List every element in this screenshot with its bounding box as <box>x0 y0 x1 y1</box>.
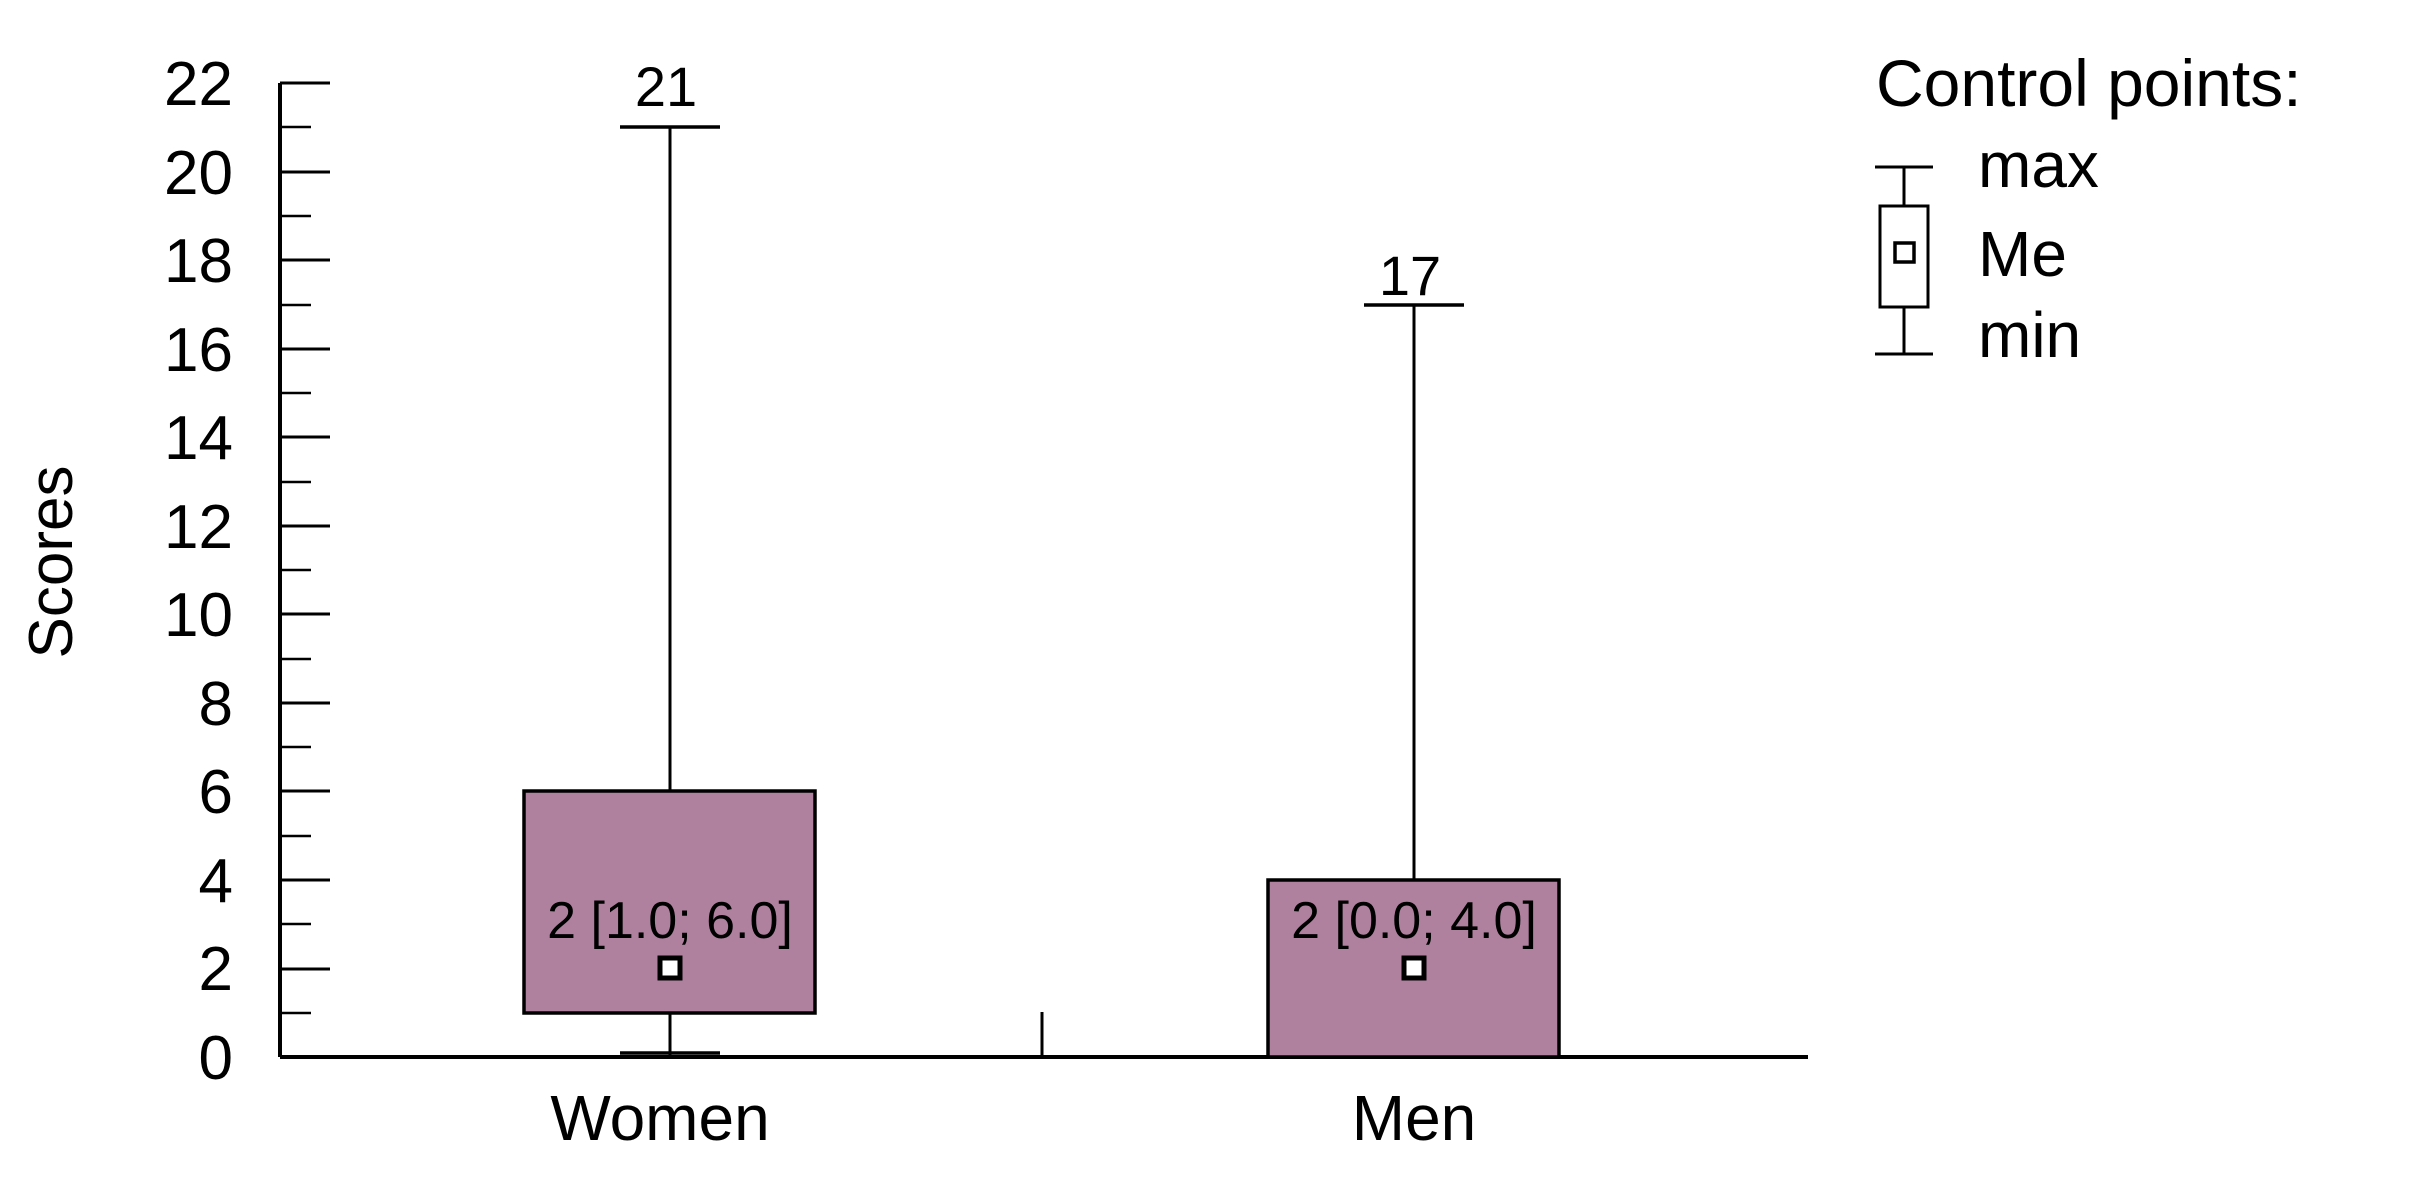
y-tick-label: 4 <box>199 847 233 916</box>
y-tick-label: 18 <box>164 227 233 296</box>
category-label-women: Women <box>550 1082 769 1154</box>
y-tick-label: 20 <box>164 139 233 208</box>
legend-item-min: min <box>1978 299 2081 371</box>
y-tick-label: 10 <box>164 581 233 650</box>
legend-item-max: max <box>1978 129 2099 201</box>
y-tick-label: 16 <box>164 316 233 385</box>
y-tick-label: 8 <box>199 670 233 739</box>
x-axis <box>280 1012 1808 1059</box>
legend-title: Control points: <box>1876 46 2302 120</box>
y-tick-label: 22 <box>164 50 233 119</box>
y-tick-label: 6 <box>199 758 233 827</box>
y-axis-title: Scores <box>17 466 86 659</box>
men-box-label: 2 [0.0; 4.0] <box>1291 892 1537 950</box>
boxplot-women: 2 [1.0; 6.0] 21 <box>522 55 817 1056</box>
men-median-marker <box>1401 955 1427 981</box>
legend-boxplot-glyph <box>1875 165 1933 356</box>
y-tick-label: 14 <box>164 404 233 473</box>
legend-item-labels: max Me min <box>1978 129 2099 371</box>
legend: Control points: max Me min <box>1875 46 2302 371</box>
legend-median-square <box>1893 241 1916 264</box>
men-max-label: 17 <box>1379 244 1441 307</box>
y-axis-tick-labels: 0 2 4 6 8 10 12 14 16 18 20 22 <box>164 50 233 1093</box>
y-axis-minor-ticks <box>280 125 311 1015</box>
legend-item-me: Me <box>1978 218 2067 290</box>
y-tick-label: 2 <box>199 935 233 1004</box>
y-tick-label: 12 <box>164 493 233 562</box>
y-tick-label: 0 <box>199 1024 233 1093</box>
women-median-marker <box>657 955 683 981</box>
boxplot-men: 2 [0.0; 4.0] 17 <box>1266 244 1561 1059</box>
category-label-men: Men <box>1352 1082 1477 1154</box>
y-axis <box>278 81 330 1057</box>
x-axis-category-labels: Women Men <box>550 1082 1476 1154</box>
women-box-label: 2 [1.0; 6.0] <box>547 892 793 950</box>
women-max-label: 21 <box>635 55 697 118</box>
y-axis-major-ticks <box>280 81 330 971</box>
